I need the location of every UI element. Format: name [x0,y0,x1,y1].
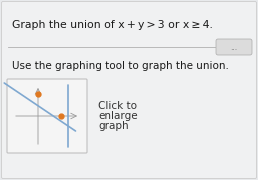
FancyBboxPatch shape [216,39,252,55]
Text: Graph the union of x + y > 3 or x ≥ 4.: Graph the union of x + y > 3 or x ≥ 4. [12,20,213,30]
Text: enlarge: enlarge [98,111,138,121]
Text: ...: ... [230,42,238,51]
Text: Click to: Click to [98,101,137,111]
FancyBboxPatch shape [2,1,256,179]
Text: graph: graph [98,121,129,131]
FancyBboxPatch shape [7,79,87,153]
Text: Use the graphing tool to graph the union.: Use the graphing tool to graph the union… [12,61,229,71]
